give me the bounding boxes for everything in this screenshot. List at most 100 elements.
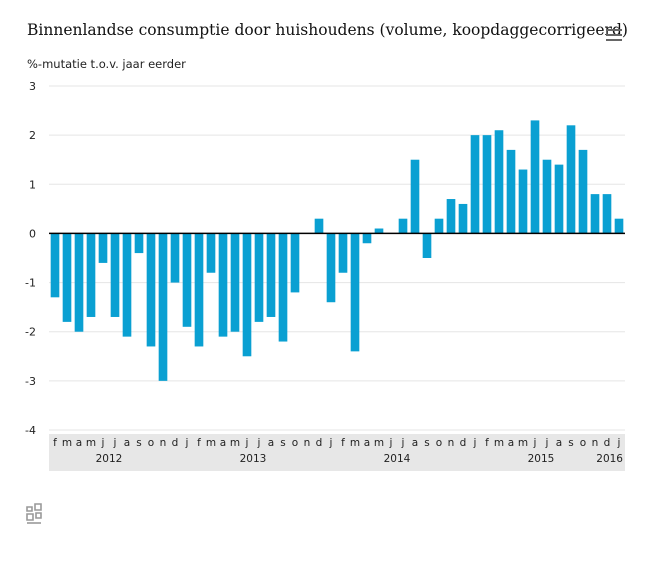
- bar[interactable]: [614, 218, 624, 234]
- bar[interactable]: [506, 149, 516, 234]
- x-tick-label: a: [76, 437, 82, 449]
- y-tick-label: 3: [29, 80, 36, 93]
- year-label: 2014: [384, 453, 411, 465]
- x-tick-label: j: [533, 437, 537, 449]
- bar[interactable]: [266, 233, 276, 317]
- x-tick-label: s: [424, 437, 429, 449]
- x-tick-label: a: [412, 437, 418, 449]
- bar[interactable]: [50, 233, 60, 298]
- bars: [50, 120, 624, 381]
- year-labels: 2012 2013 2014 2015 2016: [96, 453, 624, 465]
- bar[interactable]: [338, 233, 348, 273]
- bar[interactable]: [230, 233, 240, 332]
- bar[interactable]: [122, 233, 132, 337]
- bar[interactable]: [158, 233, 168, 381]
- bar[interactable]: [206, 233, 216, 273]
- bar[interactable]: [86, 233, 96, 317]
- bar[interactable]: [98, 233, 108, 263]
- y-tick-label: -3: [25, 375, 36, 388]
- x-tick-label: j: [185, 437, 189, 449]
- year-label: 2016: [596, 453, 623, 465]
- bar[interactable]: [362, 233, 372, 244]
- x-tick-label: j: [401, 437, 405, 449]
- bar[interactable]: [194, 233, 204, 347]
- x-tick-label: j: [257, 437, 261, 449]
- x-tick-label: j: [473, 437, 477, 449]
- bar[interactable]: [578, 149, 588, 234]
- x-tick-label: o: [148, 437, 154, 449]
- x-tick-label: a: [124, 437, 130, 449]
- x-tick-label: m: [62, 437, 72, 449]
- x-tick-label: j: [617, 437, 621, 449]
- bar[interactable]: [554, 164, 564, 234]
- bar[interactable]: [470, 135, 480, 234]
- x-tick-label: f: [53, 437, 57, 449]
- bar[interactable]: [398, 218, 408, 234]
- x-tick-label: n: [592, 437, 599, 449]
- x-tick-label: a: [508, 437, 514, 449]
- bar[interactable]: [278, 233, 288, 342]
- bar[interactable]: [446, 199, 456, 234]
- y-tick-labels: -4 -3 -2 -1 0 1 2 3: [25, 80, 36, 437]
- bar[interactable]: [602, 194, 612, 234]
- x-tick-label: s: [136, 437, 141, 449]
- y-tick-label: -2: [25, 326, 36, 339]
- x-tick-label: j: [545, 437, 549, 449]
- bar[interactable]: [350, 233, 360, 352]
- x-tick-label: j: [329, 437, 333, 449]
- x-tick-label: m: [350, 437, 360, 449]
- bar[interactable]: [62, 233, 72, 322]
- bar[interactable]: [182, 233, 192, 327]
- bar[interactable]: [254, 233, 264, 322]
- x-tick-label: j: [113, 437, 117, 449]
- x-tick-label: f: [341, 437, 345, 449]
- bar[interactable]: [482, 135, 492, 234]
- cbs-logo-icon: [26, 503, 42, 524]
- bar[interactable]: [410, 159, 420, 234]
- bar[interactable]: [422, 233, 432, 258]
- bar[interactable]: [326, 233, 336, 303]
- x-tick-label: n: [304, 437, 311, 449]
- x-tick-label: a: [364, 437, 370, 449]
- x-tick-label: n: [448, 437, 455, 449]
- bar[interactable]: [242, 233, 252, 357]
- x-tick-label: m: [374, 437, 384, 449]
- hamburger-menu-icon[interactable]: [606, 29, 622, 42]
- bar[interactable]: [314, 218, 324, 234]
- bar[interactable]: [170, 233, 180, 283]
- x-tick-label: a: [556, 437, 562, 449]
- gridlines: [49, 85, 625, 431]
- year-label: 2015: [528, 453, 555, 465]
- bar[interactable]: [518, 169, 528, 234]
- bar[interactable]: [590, 194, 600, 234]
- bar[interactable]: [134, 233, 144, 254]
- bar[interactable]: [290, 233, 300, 293]
- bar[interactable]: [494, 130, 504, 234]
- x-tick-label: j: [101, 437, 105, 449]
- bar[interactable]: [110, 233, 120, 317]
- bar[interactable]: [218, 233, 228, 337]
- x-tick-label: m: [86, 437, 96, 449]
- x-tick-label: o: [436, 437, 442, 449]
- year-label: 2012: [96, 453, 123, 465]
- x-tick-label: s: [568, 437, 573, 449]
- bar[interactable]: [530, 120, 540, 234]
- x-axis-band: [49, 434, 625, 471]
- bar[interactable]: [146, 233, 156, 347]
- x-tick-label: m: [518, 437, 528, 449]
- bar[interactable]: [542, 159, 552, 234]
- bar[interactable]: [374, 228, 384, 234]
- x-tick-label: n: [160, 437, 167, 449]
- x-tick-label: j: [389, 437, 393, 449]
- bar[interactable]: [566, 125, 576, 234]
- y-tick-label: -1: [25, 277, 36, 290]
- x-tick-label: f: [485, 437, 489, 449]
- x-tick-label: j: [245, 437, 249, 449]
- y-tick-label: 2: [29, 129, 36, 142]
- year-label: 2013: [240, 453, 267, 465]
- bar[interactable]: [458, 203, 468, 234]
- bar[interactable]: [434, 218, 444, 234]
- bar[interactable]: [74, 233, 84, 332]
